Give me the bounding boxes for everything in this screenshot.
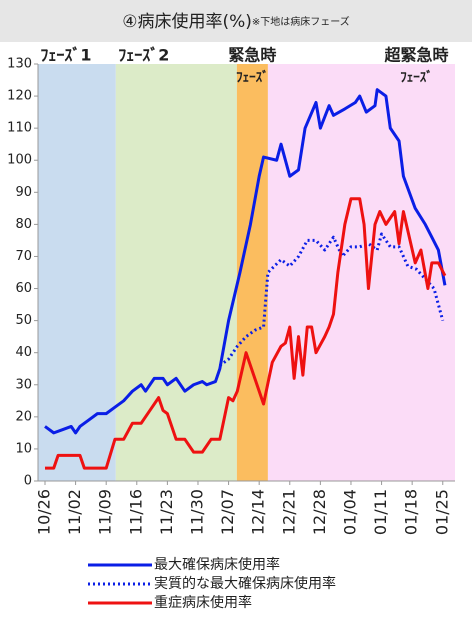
title-box bbox=[0, 0, 472, 42]
phase-band bbox=[115, 64, 237, 481]
y-tick-label: 20 bbox=[15, 409, 32, 424]
x-tick-label: 11/09 bbox=[96, 489, 115, 535]
x-tick-label: 12/21 bbox=[279, 489, 298, 535]
y-tick-label: 10 bbox=[15, 441, 32, 456]
phase-band bbox=[267, 64, 455, 481]
series-line bbox=[44, 88, 447, 435]
title-main: ④病床使用率(%) bbox=[122, 11, 252, 32]
x-tick-label: 11/23 bbox=[157, 489, 176, 535]
x-tick-label: 01/11 bbox=[371, 489, 390, 535]
phase-label: 超緊急時 bbox=[383, 46, 448, 65]
x-tick-label: 01/18 bbox=[402, 489, 421, 535]
y-tick-label: 100 bbox=[7, 153, 32, 168]
phase-label: ﾌｪｰｽﾞ bbox=[400, 70, 433, 86]
x-tick-label: 12/14 bbox=[249, 489, 268, 535]
phase-label: 緊急時 bbox=[228, 46, 276, 65]
phase-label: ﾌｪｰｽﾞ1 bbox=[40, 46, 91, 65]
x-tick-label: 01/25 bbox=[432, 489, 451, 535]
title-sub: ※下地は病床フェーズ bbox=[252, 15, 350, 28]
x-tick-label: 01/04 bbox=[340, 489, 359, 535]
legend-label: 実質的な最大確保病床使用率 bbox=[154, 575, 336, 592]
y-tick-label: 40 bbox=[15, 345, 32, 360]
y-tick-label: 120 bbox=[7, 89, 32, 104]
series-line bbox=[44, 197, 447, 470]
chart-title: ④病床使用率(%)※下地は病床フェーズ bbox=[122, 11, 350, 32]
y-tick-label: 70 bbox=[15, 249, 32, 264]
series-line bbox=[218, 232, 445, 367]
legend-label: 重症病床使用率 bbox=[154, 594, 252, 611]
phase-band bbox=[236, 64, 268, 481]
legend-label: 最大確保病床使用率 bbox=[154, 556, 280, 573]
y-tick-label: 90 bbox=[15, 185, 32, 200]
phase-label: ﾌｪｰｽﾞ bbox=[236, 70, 269, 86]
y-tick-label: 80 bbox=[15, 217, 32, 232]
x-tick-label: 10/26 bbox=[34, 489, 53, 535]
y-tick-label: 130 bbox=[7, 57, 32, 72]
y-tick-label: 0 bbox=[24, 474, 32, 489]
y-tick-label: 30 bbox=[15, 377, 32, 392]
phase-band bbox=[38, 64, 116, 481]
x-tick-label: 12/07 bbox=[218, 489, 237, 535]
x-tick-label: 11/16 bbox=[126, 489, 145, 535]
phase-label: ﾌｪｰｽﾞ2 bbox=[118, 46, 169, 65]
x-tick-label: 11/02 bbox=[65, 489, 84, 535]
x-tick-label: 12/28 bbox=[310, 489, 329, 535]
x-tick-label: 11/30 bbox=[187, 489, 206, 535]
y-tick-label: 50 bbox=[15, 313, 32, 328]
y-tick-label: 60 bbox=[15, 281, 32, 296]
y-tick-label: 110 bbox=[7, 121, 32, 136]
